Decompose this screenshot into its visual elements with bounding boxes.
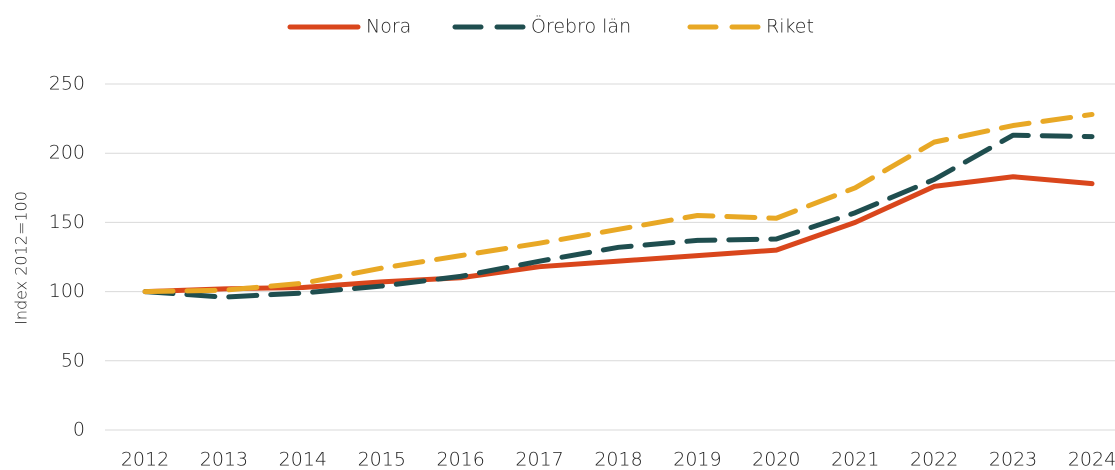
x-tick-label: 2021 — [831, 449, 879, 470]
x-tick-label: 2022 — [910, 449, 958, 470]
y-tick-label: 250 — [49, 73, 85, 95]
y-tick-label: 100 — [49, 280, 85, 302]
x-tick-label: 2019 — [673, 449, 721, 470]
x-tick-label: 2012 — [121, 449, 169, 470]
x-tick-label: 2014 — [279, 449, 327, 470]
x-tick-label: 2023 — [989, 449, 1037, 470]
y-axis-label: Index 2012=100 — [12, 191, 31, 325]
y-tick-label: 50 — [61, 349, 85, 371]
y-tick-label: 200 — [49, 142, 85, 164]
y-tick-label: 150 — [49, 211, 85, 233]
x-tick-label: 2024 — [1068, 449, 1115, 470]
legend-label: Örebro län — [531, 15, 631, 38]
series-line — [142, 111, 1095, 295]
x-tick-label: 2013 — [200, 449, 248, 470]
series-line — [142, 174, 1095, 295]
legend-label: Riket — [766, 16, 814, 38]
x-tick-label: 2017 — [515, 449, 563, 470]
x-tick-label: 2016 — [436, 449, 484, 470]
y-tick-label: 0 — [73, 419, 85, 441]
series-line — [142, 132, 1095, 300]
x-tick-label: 2018 — [594, 449, 642, 470]
x-tick-label: 2020 — [752, 449, 800, 470]
x-tick-label: 2015 — [358, 449, 406, 470]
legend-label: Nora — [366, 16, 411, 38]
